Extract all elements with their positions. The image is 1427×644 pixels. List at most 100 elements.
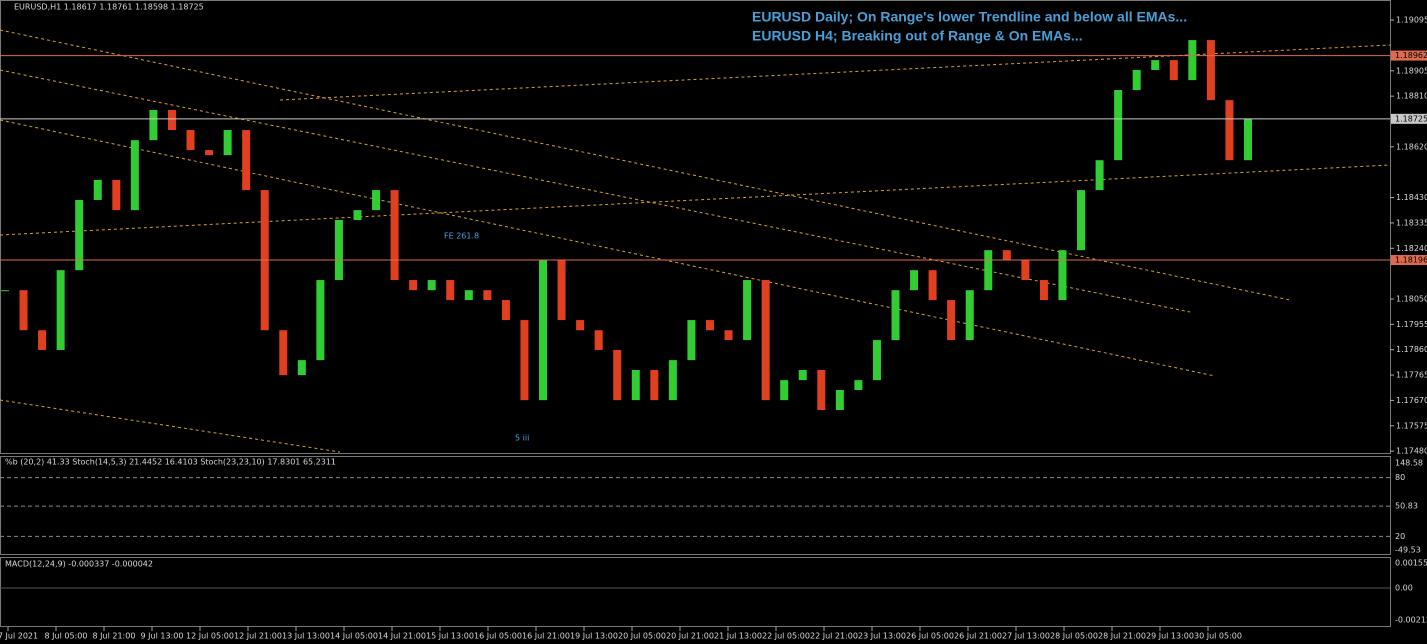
candle: [965, 290, 974, 341]
x-tick-label: 26 Jul 21:00: [954, 632, 1002, 641]
x-tick-label: 14 Jul 05:00: [330, 632, 378, 641]
candle: [780, 380, 789, 401]
osc-min: -49.53: [1395, 546, 1421, 555]
candle: [316, 280, 325, 361]
y-tick-label: 1.17480: [1396, 447, 1427, 456]
candle: [334, 219, 343, 281]
candle: [1151, 60, 1160, 70]
candle: [891, 290, 900, 341]
candle: [576, 320, 585, 331]
candle: [539, 260, 548, 401]
candle: [1, 290, 9, 292]
x-tick-label: 8 Jul 21:00: [93, 632, 136, 641]
candle: [279, 330, 288, 376]
candle: [1058, 250, 1067, 301]
candle: [650, 369, 659, 401]
price-level-box: [1391, 113, 1427, 124]
candle: [446, 280, 455, 301]
x-tick-label: 28 Jul 21:00: [1098, 632, 1146, 641]
price-level-box: [1391, 255, 1427, 266]
x-tick-label: 27 Jul 13:00: [1002, 632, 1050, 641]
candle: [705, 320, 714, 331]
candle: [149, 110, 158, 141]
x-tick-label: 20 Jul 21:00: [666, 632, 714, 641]
y-tick-label: 1.17670: [1396, 396, 1427, 405]
candle: [872, 340, 881, 381]
x-tick-label: 22 Jul 05:00: [762, 632, 810, 641]
candle: [743, 280, 752, 341]
x-tick-label: 9 Jul 13:00: [141, 632, 184, 641]
wave-label: 5 iii: [515, 434, 529, 443]
osc-max: 148.58: [1395, 459, 1423, 468]
candle: [817, 369, 826, 411]
candle: [1039, 280, 1048, 301]
candle: [557, 260, 566, 321]
y-tick-label: 1.18905: [1396, 66, 1427, 75]
candle: [520, 320, 529, 401]
y-tick-label: 1.18620: [1396, 142, 1427, 151]
candle: [910, 270, 919, 291]
x-tick-label: 29 Jul 13:00: [1146, 632, 1194, 641]
candle: [167, 110, 176, 131]
y-tick-label: 1.19095: [1396, 16, 1427, 25]
fibo-label: FE 261.8: [444, 232, 479, 241]
candle: [631, 369, 640, 401]
y-tick-label: 1.17955: [1396, 320, 1427, 329]
candle: [724, 330, 733, 341]
x-tick-label: 21 Jul 13:00: [714, 632, 762, 641]
candle: [687, 320, 696, 361]
x-tick-label: 19 Jul 13:00: [570, 632, 618, 641]
candle: [56, 270, 65, 350]
candle: [427, 280, 436, 291]
candle: [854, 380, 863, 391]
candle: [75, 199, 84, 271]
macd-zero-label: 0.00: [1395, 584, 1413, 593]
osc-frame: [0, 456, 1391, 555]
candle: [186, 130, 195, 151]
x-tick-label: 12 Jul 21:00: [234, 632, 282, 641]
x-tick-label: 16 Jul 21:00: [522, 632, 570, 641]
main-frame: [0, 0, 1391, 454]
osc-level-label: 50.83: [1395, 502, 1418, 511]
candle: [372, 190, 381, 211]
candle: [594, 330, 603, 350]
x-tick-label: 16 Jul 05:00: [474, 632, 522, 641]
candle: [242, 130, 251, 191]
candle: [668, 360, 677, 401]
candle: [1188, 40, 1197, 81]
candle: [835, 390, 844, 411]
y-tick-label: 1.18430: [1396, 193, 1427, 202]
y-tick-label: 1.18335: [1396, 218, 1427, 227]
candle: [1206, 40, 1215, 101]
price-level-label: 1.18962: [1395, 51, 1427, 60]
x-tick-label: 26 Jul 05:00: [906, 632, 954, 641]
candle: [947, 300, 956, 341]
osc-label: %b (20,2) 41.33 Stoch(14,5,3) 21.4452 16…: [5, 458, 336, 467]
candle: [1077, 190, 1086, 251]
price-level-box: [1391, 50, 1427, 61]
candle: [1225, 100, 1234, 161]
annotation: EURUSD H4; Breaking out of Range & On EM…: [752, 28, 1083, 44]
x-tick-label: 15 Jul 13:00: [426, 632, 474, 641]
candle: [761, 280, 770, 401]
x-tick-label: 30 Jul 05:00: [1194, 632, 1242, 641]
candle: [1169, 60, 1178, 81]
candle: [1095, 160, 1104, 191]
annotation: EURUSD Daily; On Range's lower Trendline…: [752, 9, 1187, 25]
y-tick-label: 1.18050: [1396, 294, 1427, 303]
x-tick-label: 28 Jul 05:00: [1050, 632, 1098, 641]
x-tick-label: 8 Jul 05:00: [45, 632, 88, 641]
x-tick-label: 23 Jul 13:00: [858, 632, 906, 641]
price-level-label: 1.18196: [1395, 256, 1427, 265]
candle: [390, 190, 399, 281]
candle: [38, 330, 47, 350]
candle: [1244, 118, 1252, 161]
macd-frame: [0, 557, 1391, 627]
x-tick-label: 12 Jul 05:00: [186, 632, 234, 641]
candle: [613, 349, 622, 401]
header: EURUSD,H1 1.18617 1.18761 1.18598 1.1872…: [14, 3, 204, 12]
candle: [798, 369, 807, 381]
candle: [130, 140, 139, 211]
candle: [501, 300, 510, 321]
